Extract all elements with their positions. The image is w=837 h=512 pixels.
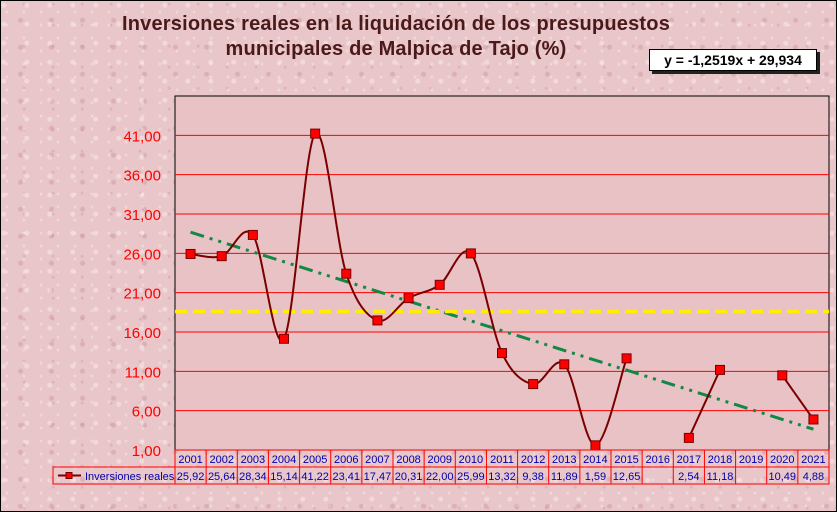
data-label: 12,65	[613, 471, 641, 483]
data-label: 41,22	[301, 471, 329, 483]
data-point	[777, 370, 788, 381]
data-point	[310, 128, 321, 139]
y-tick-label: 16,00	[123, 325, 161, 342]
data-point	[808, 414, 819, 425]
data-table: 2001 25,92 2002 25,64 2003 28,34 2004 15,14 2005…	[52, 449, 830, 485]
y-tick-label: 36,00	[123, 168, 161, 185]
x-tick-label: 2018	[708, 454, 732, 466]
data-label: 17,47	[364, 471, 392, 483]
chart-title: Inversiones reales en la liquidación de …	[121, 13, 671, 35]
y-tick-label: 31,00	[123, 207, 161, 224]
y-axis-ticks: 41,00 36,00 31,00 26,00 21,00 16,00 11,00 6,00 1…	[123, 128, 161, 460]
data-point	[497, 348, 507, 359]
x-tick-label: 2006	[334, 454, 358, 466]
series-group	[185, 128, 819, 451]
trendline-equation: y = -1,2519x + 29,934	[649, 49, 817, 71]
y-tick-label: 21,00	[123, 286, 161, 303]
x-tick-label: 2012	[521, 454, 545, 466]
plot-area	[174, 95, 830, 451]
data-point	[372, 315, 383, 326]
x-tick-label: 2015	[614, 454, 638, 466]
data-point	[185, 248, 196, 259]
data-point	[465, 248, 476, 259]
y-tick-label: 1,00	[132, 443, 161, 460]
data-point	[247, 229, 258, 240]
x-tick-label: 2001	[178, 454, 202, 466]
data-label: 28,34	[239, 471, 267, 483]
chart-subtitle: municipales de Malpica de Tajo (%)	[225, 38, 567, 60]
legend-label: Inversiones reales	[85, 471, 175, 483]
data-point	[559, 359, 570, 370]
data-point	[528, 379, 539, 390]
data-point	[341, 268, 352, 279]
data-label: 11,89	[551, 471, 578, 483]
data-point	[621, 353, 632, 364]
x-tick-label: 2021	[801, 454, 825, 466]
data-label: 10,49	[769, 471, 797, 483]
y-tick-label: 26,00	[123, 246, 161, 263]
data-point	[683, 432, 694, 443]
data-label: 25,64	[208, 471, 236, 483]
data-label: 15,14	[270, 471, 298, 483]
x-tick-label: 2005	[303, 454, 327, 466]
x-tick-label: 2004	[272, 454, 296, 466]
data-label: 25,92	[177, 471, 205, 483]
data-point	[279, 333, 289, 344]
data-label: 9,38	[522, 471, 543, 483]
x-tick-label: 2016	[645, 454, 669, 466]
x-tick-label: 2019	[739, 454, 763, 466]
data-point	[216, 251, 227, 262]
x-tick-label: 2013	[552, 454, 576, 466]
trendline	[190, 230, 814, 431]
x-tick-label: 2017	[677, 454, 701, 466]
y-tick-label: 41,00	[123, 128, 161, 145]
x-tick-label: 2003	[241, 454, 265, 466]
x-tick-label: 2002	[209, 454, 233, 466]
legend-marker	[65, 472, 73, 479]
data-label: 20,31	[395, 471, 423, 483]
y-tick-label: 11,00	[125, 364, 161, 381]
data-label: 2,54	[678, 471, 699, 483]
series-line	[190, 132, 628, 447]
x-tick-label: 2010	[459, 454, 483, 466]
data-label: 11,18	[707, 471, 734, 483]
x-tick-label: 2009	[427, 454, 451, 466]
x-tick-label: 2011	[490, 454, 514, 466]
data-label: 13,32	[488, 471, 516, 483]
data-label: 25,99	[457, 471, 485, 483]
trendline-group	[190, 230, 814, 431]
x-tick-label: 2007	[365, 454, 389, 466]
data-label: 22,00	[426, 471, 454, 483]
gridlines	[175, 134, 829, 412]
data-point	[590, 440, 601, 451]
x-tick-label: 2020	[770, 454, 794, 466]
data-point	[434, 279, 445, 290]
data-label: 4,88	[803, 471, 824, 483]
data-point	[403, 293, 414, 304]
y-tick-label: 6,00	[132, 404, 161, 421]
data-label: 23,41	[333, 471, 361, 483]
x-tick-label: 2014	[583, 454, 607, 466]
data-point	[715, 364, 725, 375]
data-label: 1,59	[585, 471, 606, 483]
x-tick-label: 2008	[396, 454, 420, 466]
